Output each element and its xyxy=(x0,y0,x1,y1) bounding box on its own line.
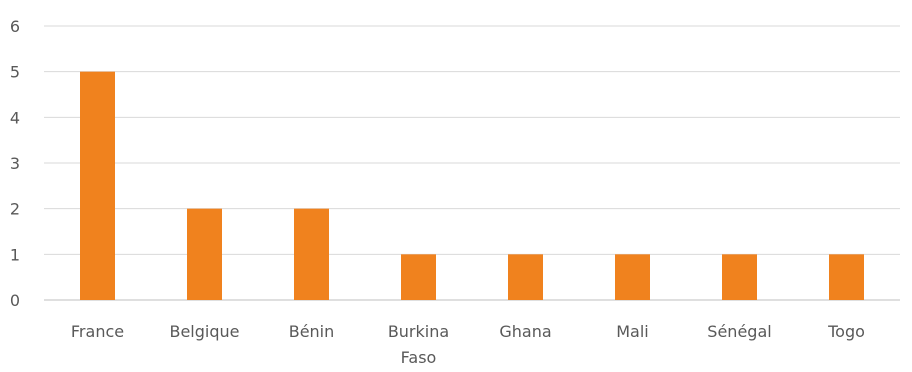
x-category-label: Bénin xyxy=(289,322,335,341)
bar xyxy=(80,71,115,301)
x-axis-category-labels: France Belgique Bénin Burkina Faso Ghana Mali S… xyxy=(71,322,865,367)
bar-layer xyxy=(80,71,864,301)
x-category-label: Belgique xyxy=(169,322,239,341)
y-tick-label: 5 xyxy=(10,63,20,82)
bar xyxy=(829,254,864,300)
y-tick-label: 0 xyxy=(10,291,20,310)
x-category-label: Mali xyxy=(616,322,649,341)
y-tick-label: 6 xyxy=(10,17,20,36)
x-category-label: Burkina Faso xyxy=(388,322,449,367)
x-category-label: Sénégal xyxy=(707,322,771,341)
bar xyxy=(508,254,543,300)
bar xyxy=(294,208,329,300)
x-category-label: France xyxy=(71,322,124,341)
y-tick-label: 4 xyxy=(10,108,20,127)
bar xyxy=(401,254,436,300)
bar xyxy=(187,208,222,300)
y-tick-label: 2 xyxy=(10,200,20,219)
bar xyxy=(722,254,757,300)
grid-layer xyxy=(44,25,900,301)
x-category-label: Ghana xyxy=(499,322,551,341)
y-axis-tick-labels: 0 1 2 3 4 5 6 xyxy=(10,17,20,310)
y-tick-label: 1 xyxy=(10,245,20,264)
bar xyxy=(615,254,650,300)
x-category-label: Togo xyxy=(827,322,865,341)
y-tick-label: 3 xyxy=(10,154,20,173)
